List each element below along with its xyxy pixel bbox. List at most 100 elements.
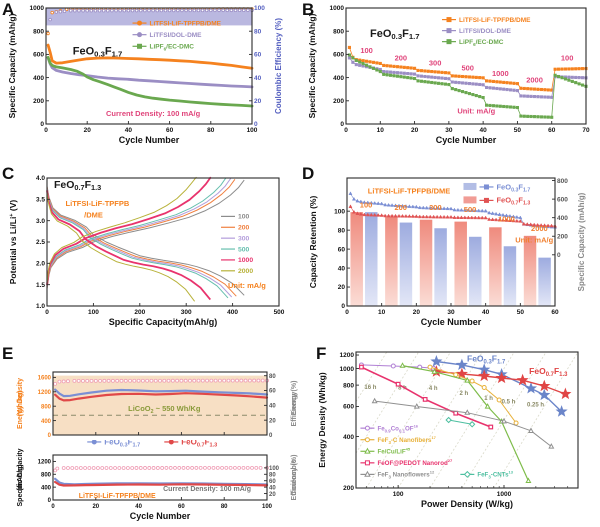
svg-text:Specific Capacity(mAh/g): Specific Capacity(mAh/g) [109,317,218,327]
svg-text:40: 40 [135,504,142,510]
svg-text:1000: 1000 [498,215,515,224]
svg-text:100: 100 [254,5,265,12]
svg-text:LiTFSI/DOL-DME: LiTFSI/DOL-DME [459,28,512,35]
svg-text:0: 0 [345,309,349,316]
svg-text:60: 60 [551,309,559,316]
panel-e-capacity-chart: 0 20 40 60 80 100 0 400 800 1200 20 40 60 80 100 Cycle … [0,437,310,527]
svg-text:EnergyEfficiency (%): EnergyEfficiency (%) [291,381,298,427]
svg-text:40: 40 [269,404,276,410]
svg-text:3.0: 3.0 [36,218,45,225]
svg-text:1000: 1000 [30,5,45,12]
svg-text:LiPF6/EC-DMC: LiPF6/EC-DMC [150,44,195,52]
svg-text:Current Density: 100 mA/g: Current Density: 100 mA/g [106,109,201,118]
svg-text:FeF3-C Nanofibers17: FeF3-C Nanofibers17 [377,435,436,445]
svg-text:Cycle Number: Cycle Number [130,511,191,521]
svg-text:FeO0.3F1.7: FeO0.3F1.7 [496,182,530,193]
svg-text:Energy Density (Wh/kg): Energy Density (Wh/kg) [317,372,327,468]
svg-text:400: 400 [227,309,238,316]
svg-text:20: 20 [269,492,276,498]
svg-text:200: 200 [333,98,344,105]
svg-text:Specific Capacity (mAh/g): Specific Capacity (mAh/g) [577,192,586,291]
svg-text:200: 200 [33,98,44,105]
panel-e-energy-density-chart: 0 400 800 1200 1600 0 20 40 60 80 Energy Density(W… [0,344,310,445]
svg-text:600: 600 [557,196,568,203]
chart-F-svg: 16 h 8 h 4 h 2 h 1 h 0.5 h 0.25 h 100 1000 200 400… [317,351,579,509]
svg-text:20: 20 [84,127,92,134]
svg-text:Capacity Retention (%): Capacity Retention (%) [308,196,318,289]
svg-text:20: 20 [411,127,419,134]
svg-text:100: 100 [262,504,273,510]
svg-text:Cycle Number: Cycle Number [119,135,180,145]
svg-text:300: 300 [181,309,192,316]
svg-text:80: 80 [221,504,228,510]
svg-text:800: 800 [343,382,354,389]
panel-label-f: F [316,344,327,363]
svg-text:100: 100 [88,309,99,316]
svg-text:4 h: 4 h [429,386,438,392]
svg-text:FeO0.7F1.3: FeO0.7F1.3 [181,440,217,448]
panel-d-retention-chart: 0 10 20 30 40 50 60 0 20 40 60 80 100 0 200 400 600 800 Cy… [300,166,600,347]
svg-text:600: 600 [33,52,44,59]
svg-text:Unit: mA/g: Unit: mA/g [457,106,495,115]
svg-text:60: 60 [166,127,174,134]
panel-label-c: C [2,164,15,183]
svg-text:8 h: 8 h [398,385,407,391]
svg-text:FeO0.3F1.7: FeO0.3F1.7 [104,440,140,448]
svg-text:40: 40 [269,485,276,491]
svg-text:0: 0 [344,127,348,134]
svg-text:200: 200 [343,485,354,492]
svg-text:30: 30 [447,309,455,316]
svg-text:100: 100 [393,491,404,498]
svg-text:40: 40 [482,309,490,316]
panel-c-voltage-profile-chart: 0 100 200 300 400 500 1.0 1.5 2.0 2.5 3.0 3.5 4.0 Spe… [0,166,300,347]
svg-text:2000: 2000 [526,76,543,85]
svg-text:FeF3 Nanoflowers12: FeF3 Nanoflowers12 [377,470,435,480]
svg-text:60: 60 [254,52,262,59]
svg-text:500: 500 [238,246,250,253]
svg-text:LiTFSI-LiF-TPFPB/DME: LiTFSI-LiF-TPFPB/DME [150,20,222,27]
svg-text:300: 300 [429,58,442,67]
svg-text:Cycle Number: Cycle Number [436,135,497,145]
svg-text:50: 50 [517,309,525,316]
svg-text:1200: 1200 [38,390,52,396]
svg-text:80: 80 [338,227,346,234]
svg-text:400: 400 [41,419,52,425]
svg-text:800: 800 [41,472,52,478]
svg-text:1.5: 1.5 [36,282,45,289]
svg-text:1 h: 1 h [484,396,493,402]
svg-text:LiTFSI/DOL-DME: LiTFSI/DOL-DME [150,32,203,39]
panel-label-b: B [302,0,315,19]
panel-label-a: A [2,0,15,19]
svg-text:0: 0 [341,303,345,310]
svg-text:80: 80 [269,374,276,380]
svg-text:Specific Capacity (mAh/g): Specific Capacity (mAh/g) [7,13,17,118]
svg-text:400: 400 [41,485,52,491]
svg-text:500: 500 [464,205,477,214]
svg-text:0: 0 [340,121,344,128]
panel-label-e: E [2,344,14,363]
svg-text:60: 60 [269,389,276,395]
svg-text:300: 300 [238,235,250,242]
chart-D-svg: 0 10 20 30 40 50 600204060801000200400600800Cy… [308,177,586,327]
svg-text:0: 0 [269,433,273,439]
svg-text:FeO0.3F1.7: FeO0.3F1.7 [370,28,420,41]
svg-text:1000: 1000 [340,366,355,373]
svg-text:800: 800 [33,28,44,35]
svg-text:1.0: 1.0 [36,303,45,310]
svg-text:20: 20 [338,284,346,291]
svg-text:Fe0.9Co0.1OF16: Fe0.9Co0.1OF16 [377,423,418,433]
svg-text:100: 100 [360,46,373,55]
svg-text:0.5 h: 0.5 h [502,399,516,405]
svg-text:800: 800 [41,404,52,410]
svg-text:FeO0.7F1.3: FeO0.7F1.3 [496,196,530,207]
svg-text:16 h: 16 h [364,385,376,391]
svg-text:400: 400 [343,434,354,441]
svg-text:Coulombic Efficiency (%): Coulombic Efficiency (%) [274,18,283,114]
svg-text:800: 800 [333,28,344,35]
svg-text:1000: 1000 [492,69,509,78]
svg-text:Specific Capacity(mAh/g): Specific Capacity(mAh/g) [17,448,24,506]
svg-text:80: 80 [254,28,262,35]
svg-text:1200: 1200 [340,352,355,359]
svg-text:LiTFSI-LiF-TPFPB/DME: LiTFSI-LiF-TPFPB/DME [79,493,156,500]
